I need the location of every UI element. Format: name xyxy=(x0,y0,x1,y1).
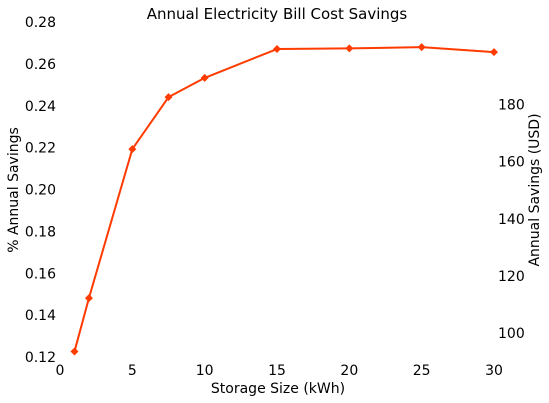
y-tick-label: 0.26 xyxy=(25,57,56,73)
data-point-marker xyxy=(417,43,426,52)
x-tick-label: 30 xyxy=(485,363,503,379)
series-layer xyxy=(70,43,498,356)
y-axis-ticks: 0.12 0.14 0.16 0.18 0.20 0.22 0.24 0.26 0.28 xyxy=(25,15,56,366)
series-line xyxy=(73,46,495,352)
y2-axis-label: Annual Savings (USD) xyxy=(527,113,543,266)
y-axis-label: % Annual Savings xyxy=(6,127,22,253)
x-tick-label: 0 xyxy=(56,363,65,379)
x-tick-label: 5 xyxy=(128,363,137,379)
data-point-marker xyxy=(128,145,137,154)
data-point-marker xyxy=(164,93,173,102)
x-axis-ticks: 0 5 10 15 20 25 30 xyxy=(56,363,503,379)
x-tick-label: 25 xyxy=(413,363,431,379)
x-tick-label: 15 xyxy=(268,363,286,379)
y2-axis-ticks: 100 120 140 160 180 xyxy=(498,98,525,342)
y-tick-label: 0.14 xyxy=(25,308,56,324)
data-point-marker xyxy=(490,48,498,57)
y-tick-label: 0.22 xyxy=(25,141,56,157)
data-point-marker xyxy=(70,347,79,356)
y2-tick-label: 180 xyxy=(498,98,525,114)
data-point-marker xyxy=(200,73,209,82)
y-tick-label: 0.12 xyxy=(25,350,56,366)
data-point-marker xyxy=(273,45,281,54)
x-tick-label: 20 xyxy=(340,363,358,379)
y2-tick-label: 140 xyxy=(498,212,525,228)
chart-title: Annual Electricity Bill Cost Savings xyxy=(147,5,408,23)
data-point-marker xyxy=(84,294,93,303)
y-tick-label: 0.16 xyxy=(25,266,56,282)
y2-tick-label: 120 xyxy=(498,269,525,285)
x-tick-label: 10 xyxy=(196,363,214,379)
y-tick-label: 0.18 xyxy=(25,224,56,240)
x-axis-label: Storage Size (kWh) xyxy=(211,381,345,397)
y-tick-label: 0.20 xyxy=(25,183,56,199)
y-tick-label: 0.24 xyxy=(25,99,56,115)
data-point-marker xyxy=(345,44,354,53)
y-tick-label: 0.28 xyxy=(25,15,56,31)
y2-tick-label: 100 xyxy=(498,326,525,342)
y2-tick-label: 160 xyxy=(498,155,525,171)
